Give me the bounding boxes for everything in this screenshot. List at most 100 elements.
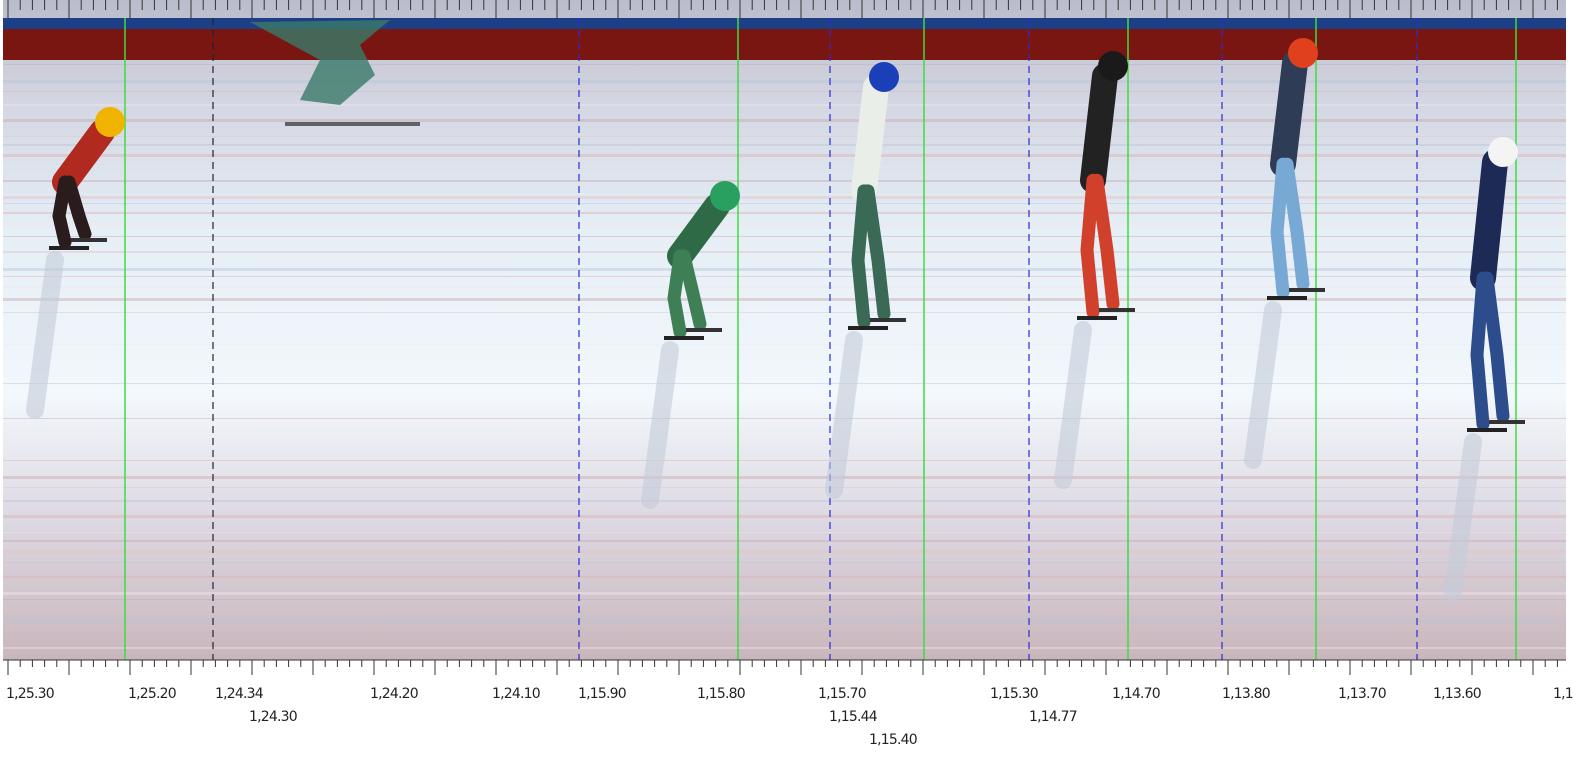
board-red [3, 29, 1566, 60]
skate-blade [1267, 296, 1307, 300]
skater-torso [1470, 149, 1508, 291]
skater-torso [52, 119, 115, 195]
stripe [3, 532, 1566, 533]
stripe [3, 91, 1566, 92]
ice-image [3, 0, 1566, 660]
skater-body [250, 20, 390, 105]
skate-blade [1289, 288, 1325, 292]
stripe [3, 592, 1566, 595]
stripe [3, 119, 1566, 122]
time-label: 1,15.70 [818, 686, 866, 702]
stripe [3, 223, 1566, 226]
skater-shadow [26, 251, 64, 419]
marker-lines [124, 18, 1517, 660]
skater [1444, 137, 1525, 601]
stripe [3, 180, 1566, 182]
skater-legs [851, 184, 891, 329]
skate-blade [664, 336, 704, 340]
skater [26, 107, 125, 419]
time-label: 1,14.77 [1029, 709, 1077, 725]
stripe [3, 71, 1566, 73]
skater [825, 62, 906, 499]
skater-torso [1080, 63, 1118, 194]
time-label: 1,13.80 [1222, 686, 1270, 702]
time-label: 1,25.20 [128, 686, 176, 702]
stripe [3, 576, 1566, 578]
skater-shadow [1054, 321, 1092, 489]
skate-blade [1077, 316, 1117, 320]
time-label: 1,24.20 [370, 686, 418, 702]
skate-blade [1099, 308, 1135, 312]
skater-torso [667, 193, 730, 269]
skate-blade [285, 122, 420, 126]
stripe [3, 144, 1566, 146]
skater-legs [667, 249, 707, 339]
skate-blade [1467, 428, 1507, 432]
ruler [3, 0, 1566, 675]
time-label: 1,15.44 [829, 709, 878, 725]
stripe [3, 344, 1566, 345]
stripe [3, 562, 1566, 563]
skater-shadow [825, 331, 863, 499]
stripe [3, 500, 1566, 502]
time-label: 1,15.90 [578, 686, 626, 702]
skater [1244, 38, 1325, 469]
stripe [3, 212, 1566, 214]
time-label: 1,24.30 [249, 709, 297, 725]
stripe [3, 104, 1566, 106]
stripe [3, 550, 1566, 553]
skater-legs [1470, 271, 1510, 431]
stripe [3, 647, 1566, 649]
time-label: 1,15.80 [697, 686, 745, 702]
skater [641, 181, 740, 509]
time-label: 1,13.70 [1338, 686, 1386, 702]
stripe [3, 312, 1566, 313]
stripe [3, 154, 1566, 157]
stripe [3, 619, 1566, 622]
time-label: 1,15.30 [990, 686, 1038, 702]
time-label: 1,24.10 [492, 686, 540, 702]
stripe [3, 251, 1566, 253]
skater-legs [1080, 173, 1120, 319]
skate-blade [686, 328, 722, 332]
time-label: 1,24.34 [215, 686, 264, 702]
stripe [3, 64, 1566, 65]
stripe [3, 383, 1566, 384]
skate-blade [1489, 420, 1525, 424]
helmet [869, 62, 899, 92]
helmet [1098, 51, 1128, 81]
time-label: 1,13.60 [1433, 686, 1481, 702]
stripe [3, 540, 1566, 542]
board-blue [3, 18, 1566, 29]
stripe [3, 276, 1566, 277]
skate-blade [870, 318, 906, 322]
skater-shadow [1444, 433, 1482, 601]
stripe [3, 487, 1566, 488]
skater [1054, 51, 1135, 489]
stripe [3, 166, 1566, 167]
time-label: 1,1 [1553, 686, 1573, 702]
stripe [3, 608, 1566, 610]
skater-shadow [1244, 301, 1282, 469]
stripe [3, 268, 1566, 271]
stripe [3, 476, 1566, 479]
skater-torso [1270, 50, 1308, 178]
stripe [3, 515, 1566, 518]
stripe [3, 80, 1566, 83]
stripe [3, 203, 1566, 204]
stripe [3, 298, 1566, 301]
skater-torso [851, 74, 889, 204]
skate-blade [71, 238, 107, 242]
skaters [26, 20, 1525, 601]
stripe [3, 196, 1566, 199]
ice-stripes [3, 64, 1566, 649]
stripe [3, 599, 1566, 600]
helmet [1488, 137, 1518, 167]
stripe [3, 460, 1566, 461]
stripe [3, 632, 1566, 633]
skate-blade [49, 246, 89, 250]
skater-legs [52, 175, 92, 249]
skate-blade [848, 326, 888, 330]
time-label: 1,15.40 [869, 732, 917, 748]
